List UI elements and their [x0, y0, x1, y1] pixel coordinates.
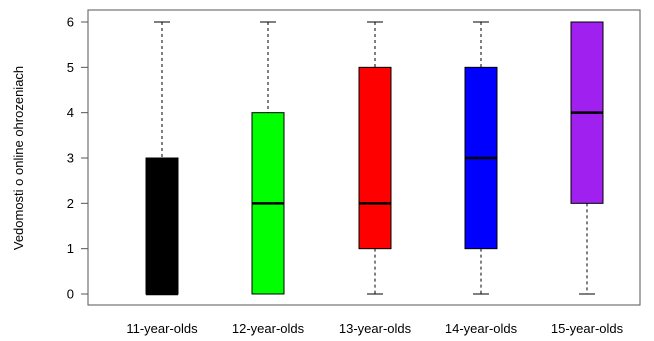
- y-tick-label: 5: [67, 60, 74, 75]
- x-tick-label: 14-year-olds: [445, 321, 518, 336]
- box-13-year-olds: [358, 66, 392, 250]
- y-tick-label: 6: [67, 15, 74, 30]
- x-tick-label: 13-year-olds: [339, 321, 412, 336]
- x-tick-label: 11-year-olds: [126, 321, 198, 336]
- y-tick-label: 1: [67, 241, 74, 256]
- y-tick-label: 2: [67, 196, 74, 211]
- box-11-year-olds: [145, 157, 179, 295]
- x-tick-label: 12-year-olds: [232, 321, 305, 336]
- y-tick-label: 0: [67, 287, 74, 302]
- y-tick-label: 4: [67, 105, 74, 120]
- x-tick-label: 15-year-olds: [551, 321, 624, 336]
- y-tick-label: 3: [67, 151, 74, 166]
- y-axis-title: Vedomosti o online ohrozeniach: [11, 66, 26, 250]
